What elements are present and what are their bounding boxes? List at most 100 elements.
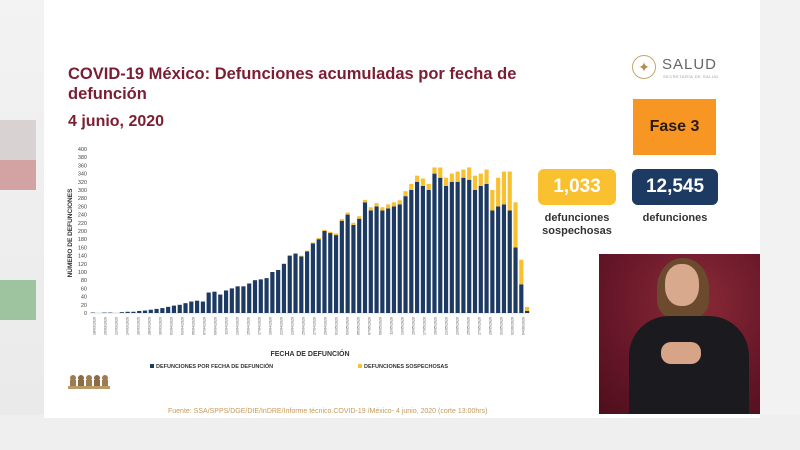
bar-confirmed	[415, 181, 420, 313]
brand-name: SALUD	[662, 56, 718, 73]
bar-suspected	[305, 250, 310, 252]
y-tick-label: 40	[81, 295, 87, 301]
bar-confirmed	[368, 210, 373, 313]
bar-suspected	[403, 191, 408, 197]
bar-suspected	[461, 169, 466, 178]
bar-confirmed	[525, 310, 530, 313]
bar-suspected	[467, 167, 472, 180]
x-tick-label: 29/04/2020	[324, 317, 328, 335]
x-tick-label: 28/03/2020	[148, 317, 152, 335]
x-tick-label: 15/05/2020	[412, 317, 416, 335]
bar-confirmed	[264, 278, 269, 313]
bar-confirmed	[131, 311, 136, 313]
y-tick-label: 240	[78, 213, 87, 219]
y-tick-label: 200	[78, 229, 87, 235]
background-left	[0, 0, 44, 450]
bar-suspected	[472, 175, 478, 190]
bar-confirmed	[171, 305, 177, 313]
bar-suspected	[397, 200, 402, 205]
bar-confirmed	[281, 263, 287, 313]
x-tick-label: 11/05/2020	[390, 317, 394, 335]
historical-figures-logo	[68, 372, 110, 390]
bar-confirmed	[252, 280, 258, 313]
bar-confirmed	[443, 185, 449, 313]
y-tick-label: 160	[78, 245, 87, 251]
deaths-bar-chart: 0 20 40 60 80 100 120 140 160 180 200 220 240 260 280 3…	[65, 147, 530, 370]
bar-confirmed	[206, 292, 211, 313]
bar-confirmed	[287, 255, 292, 313]
bar-confirmed	[247, 283, 252, 313]
suspected-label: defunciones sospechosas	[542, 212, 612, 237]
bar-confirmed	[200, 301, 205, 313]
x-tick-label: 17/04/2020	[258, 317, 262, 335]
y-tick-label: 120	[78, 262, 87, 268]
bar-suspected	[513, 202, 518, 248]
y-tick-label: 340	[78, 172, 87, 178]
source-footnote: Fuente: SSA/SPPS/DGE/DIE/InDRE/Informe t…	[168, 408, 488, 415]
bar-confirmed	[438, 177, 443, 313]
bar-suspected	[357, 216, 362, 219]
bar-confirmed	[322, 231, 327, 313]
bar-confirmed	[229, 288, 234, 313]
background-right	[760, 0, 800, 450]
bar-suspected	[316, 237, 321, 240]
bar-confirmed	[328, 233, 333, 313]
legend-swatch-suspected	[358, 364, 362, 368]
bar-suspected	[449, 173, 454, 182]
bar-confirmed	[125, 311, 130, 313]
bar-confirmed	[160, 308, 165, 313]
bar-confirmed	[519, 284, 524, 313]
bar-confirmed	[189, 301, 194, 313]
bar-confirmed	[513, 247, 518, 313]
x-tick-label: 01/04/2020	[170, 317, 174, 335]
bar-confirmed	[507, 210, 512, 313]
x-tick-label: 26/03/2020	[137, 317, 141, 335]
x-tick-label: 13/05/2020	[401, 317, 405, 335]
x-tick-label: 27/05/2020	[478, 317, 482, 335]
salud-logo: ✦ SALUD SECRETARÍA DE SALUD	[632, 54, 732, 86]
bar-suspected	[501, 171, 507, 205]
bar-suspected	[507, 171, 512, 211]
legend-swatch-confirmed	[150, 364, 154, 368]
bar-confirmed	[490, 210, 495, 313]
x-tick-label: 23/05/2020	[456, 317, 460, 335]
bar-suspected	[496, 177, 501, 207]
bar-suspected	[333, 233, 339, 236]
x-tick-label: 11/04/2020	[225, 317, 229, 335]
bar-confirmed	[351, 224, 356, 313]
bar-confirmed	[183, 303, 188, 313]
legend-label-confirmed: DEFUNCIONES POR FECHA DE DEFUNCIÓN	[156, 362, 273, 370]
x-tick-label: 22/03/2020	[115, 317, 119, 335]
bar-suspected	[351, 222, 356, 225]
bar-confirmed	[426, 190, 431, 313]
y-tick-label: 220	[78, 221, 87, 227]
phase-badge: Fase 3	[633, 99, 716, 155]
bar-suspected	[299, 255, 304, 257]
bar-confirmed	[455, 181, 460, 313]
y-tick-label: 360	[78, 163, 87, 169]
x-tick-label: 07/05/2020	[368, 317, 372, 335]
x-tick-label: 31/05/2020	[500, 317, 504, 335]
x-tick-label: 21/05/2020	[445, 317, 449, 335]
bar-confirmed	[403, 196, 408, 313]
bar-suspected	[339, 219, 344, 221]
y-tick-label: 20	[81, 303, 87, 309]
x-tick-label: 15/04/2020	[247, 317, 251, 335]
bar-confirmed	[241, 286, 246, 313]
bar-suspected	[420, 178, 425, 186]
bar-confirmed	[195, 300, 200, 313]
bar-suspected	[455, 171, 460, 182]
bar-confirmed	[484, 183, 489, 313]
bar-confirmed	[397, 204, 402, 313]
bar-confirmed	[270, 272, 275, 313]
bar-suspected	[362, 199, 368, 203]
bar-confirmed	[310, 243, 315, 313]
bar-confirmed	[357, 218, 362, 313]
y-tick-label: 260	[78, 204, 87, 210]
x-tick-label: 20/03/2020	[104, 317, 108, 335]
bar-confirmed	[166, 306, 171, 313]
bar-confirmed	[137, 310, 142, 313]
bar-confirmed	[299, 256, 304, 313]
bar-confirmed	[293, 253, 298, 313]
bar-suspected	[443, 177, 449, 186]
